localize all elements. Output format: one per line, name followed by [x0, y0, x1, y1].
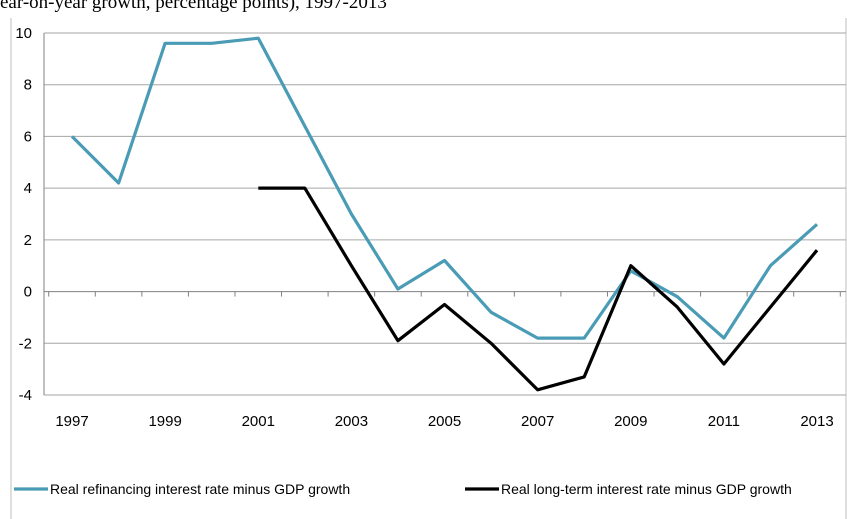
x-tick-label: 2011	[708, 413, 740, 430]
y-tick-labels: 10 8 6 4 2 0 -2 -4	[15, 25, 32, 404]
y-tick-label: 2	[24, 232, 32, 249]
x-tick-label: 2013	[800, 413, 833, 430]
x-tick-label: 2009	[614, 413, 647, 430]
x-tick-label: 2001	[242, 413, 275, 430]
series-line-2	[258, 186, 819, 392]
y-tick-label: 4	[24, 180, 32, 197]
y-tick-label: -2	[19, 335, 32, 352]
legend-label-2: Real long-term interest rate minus GDP g…	[501, 481, 792, 497]
series-lines	[70, 36, 819, 392]
legend-label-1: Real refinancing interest rate minus GDP…	[50, 481, 350, 497]
y-tick-label: 6	[24, 128, 32, 145]
x-tick-label: 2007	[521, 413, 554, 430]
x-tick-label: 2005	[428, 413, 461, 430]
y-tick-label: 0	[24, 284, 32, 301]
series-line-1	[70, 36, 819, 340]
y-tick-label: 8	[24, 77, 32, 94]
y-tick-label: -4	[19, 387, 32, 404]
axes	[43, 33, 846, 395]
chart-caption: ear-on-year growth, percentage points), …	[0, 0, 387, 13]
gridlines	[44, 32, 846, 396]
x-tick-label: 1997	[55, 413, 88, 430]
y-tick-label: 10	[15, 25, 32, 42]
x-tick-label: 1999	[148, 413, 181, 430]
x-tick-labels: 1997 1999 2001 2003 2005 2007 2009 2011 2013	[55, 413, 833, 430]
legend: Real refinancing interest rate minus GDP…	[14, 481, 792, 497]
x-tick-label: 2003	[335, 413, 368, 430]
